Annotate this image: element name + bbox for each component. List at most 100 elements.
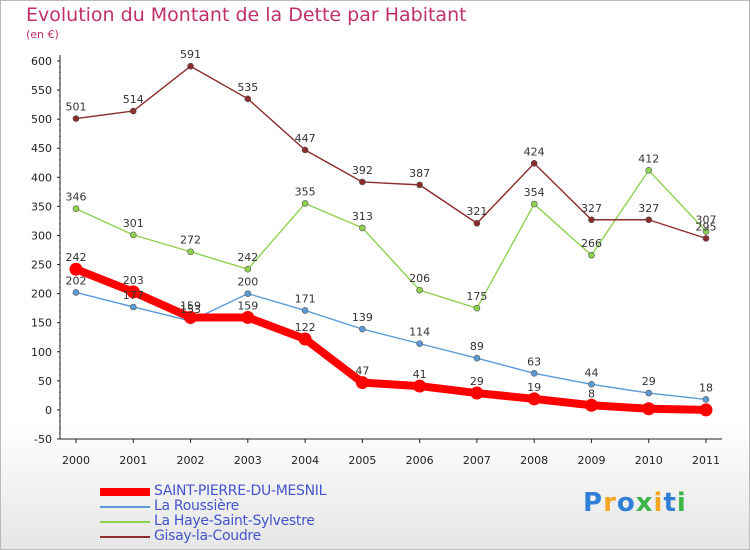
data-label-gisay-la-coudre: 321 [466,205,487,218]
data-label-la-haye-saint-sylvestre: 307 [696,213,717,226]
data-label-gisay-la-coudre: 535 [237,81,258,94]
data-label-la-roussi-re: 171 [295,292,316,305]
data-label-la-roussi-re: 114 [409,326,430,339]
data-label-la-haye-saint-sylvestre: 242 [237,251,258,264]
legend-swatch [100,506,150,508]
y-tick-label: 200 [31,288,52,301]
data-label-la-roussi-re: 63 [527,355,541,368]
y-tick-label: 50 [38,375,52,388]
data-label-la-haye-saint-sylvestre: 175 [466,290,487,303]
x-tick-label: 2006 [406,454,434,467]
series-lines [69,62,713,417]
data-label-saint-pierre-du-mesnil: 159 [237,299,258,312]
x-tick-label: 2000 [62,454,90,467]
y-tick-label: 250 [31,259,52,272]
y-tick-label: -50 [34,433,52,446]
data-point-la-roussi-re [530,369,538,377]
data-point-la-roussi-re [301,307,309,314]
data-point-la-haye-saint-sylvestre [645,167,653,174]
y-tick-label: 350 [31,200,52,213]
data-point-saint-pierre-du-mesnil [126,285,140,299]
x-tick-label: 2001 [119,454,147,467]
logo-letter: x [635,488,654,518]
x-tick-label: 2002 [177,454,205,467]
data-point-saint-pierre-du-mesnil [584,398,598,412]
data-point-gisay-la-coudre [473,219,481,227]
data-label-la-haye-saint-sylvestre: 206 [409,272,430,285]
data-label-gisay-la-coudre: 424 [524,145,545,158]
data-label-la-roussi-re: 153 [180,303,201,316]
y-tick-label: 300 [31,229,52,242]
data-point-la-haye-saint-sylvestre [473,304,481,312]
proxiti-logo: Proxiti [583,488,687,518]
data-point-la-haye-saint-sylvestre [301,200,309,207]
data-label-la-haye-saint-sylvestre: 412 [638,152,659,165]
data-label-la-roussi-re: 177 [123,289,144,302]
x-tick-label: 2009 [577,454,605,467]
legend-label: La Haye-Saint-Sylvestre [154,513,315,529]
data-labels: 242 203 159 159 122 47 41 29 19 8 202 177 153 200 171 1… [66,48,717,400]
logo-letter: t [663,488,677,518]
data-point-gisay-la-coudre [702,235,710,242]
data-label-la-roussi-re: 89 [470,340,484,353]
data-point-la-roussi-re [588,381,595,388]
data-point-la-roussi-re [244,290,252,297]
chart-title: Evolution du Montant de la Dette par Hab… [26,4,467,26]
data-point-la-roussi-re [702,396,710,403]
data-label-saint-pierre-du-mesnil: 203 [123,274,144,287]
x-tick-label: 2011 [692,454,720,467]
data-point-saint-pierre-du-mesnil [241,310,255,324]
y-tick-label: 500 [31,113,52,126]
legend-item: SAINT-PIERRE-DU-MESNIL [100,483,400,500]
data-point-la-haye-saint-sylvestre [187,248,194,256]
data-point-la-roussi-re [359,325,366,333]
legend-label: La Roussière [154,498,239,514]
data-label-la-haye-saint-sylvestre: 355 [295,185,316,198]
data-point-gisay-la-coudre [359,178,366,186]
data-label-la-haye-saint-sylvestre: 346 [66,191,87,204]
logo-letter: i [676,488,687,518]
x-tick-label: 2010 [635,454,663,467]
data-point-gisay-la-coudre [72,115,80,122]
x-tick-label: 2005 [348,454,376,467]
data-point-saint-pierre-du-mesnil [699,403,713,417]
series-line-la-roussi-re [75,291,707,401]
y-tick-label: 600 [31,55,52,68]
legend-swatch [100,488,150,496]
data-label-la-roussi-re: 200 [237,276,258,289]
data-point-gisay-la-coudre [301,146,309,154]
data-point-la-haye-saint-sylvestre [359,224,366,232]
data-label-la-roussi-re: 44 [584,366,598,379]
legend-swatch [100,521,150,523]
data-point-saint-pierre-du-mesnil [470,386,484,400]
data-label-saint-pierre-du-mesnil: 122 [295,321,316,334]
data-label-saint-pierre-du-mesnil: 19 [527,381,541,394]
data-label-la-roussi-re: 139 [352,311,373,324]
y-tick-label: 550 [31,84,52,97]
data-point-la-haye-saint-sylvestre [244,265,252,273]
logo-letter: P [583,488,604,518]
data-label-la-haye-saint-sylvestre: 266 [581,237,602,250]
data-point-saint-pierre-du-mesnil [184,310,198,324]
data-point-la-roussi-re [72,289,80,296]
data-point-saint-pierre-du-mesnil [69,262,83,276]
data-point-gisay-la-coudre [187,62,194,70]
data-label-saint-pierre-du-mesnil: 8 [588,387,595,400]
logo-letter: o [616,488,636,518]
data-label-la-haye-saint-sylvestre: 301 [123,217,144,230]
data-point-la-haye-saint-sylvestre [530,200,538,208]
data-label-saint-pierre-du-mesnil: 41 [413,368,427,381]
logo-letter: r [603,488,617,518]
data-label-gisay-la-coudre: 327 [581,202,602,215]
series-line-saint-pierre-du-mesnil [72,265,710,414]
data-point-la-haye-saint-sylvestre [588,251,595,259]
data-label-la-roussi-re: 18 [699,381,713,394]
data-label-la-haye-saint-sylvestre: 313 [352,210,373,223]
data-point-saint-pierre-du-mesnil [355,376,369,390]
legend-swatch [100,536,150,538]
y-tick-label: 100 [31,346,52,359]
data-point-gisay-la-coudre [530,160,538,167]
data-point-gisay-la-coudre [416,181,423,189]
data-point-la-haye-saint-sylvestre [702,228,710,235]
